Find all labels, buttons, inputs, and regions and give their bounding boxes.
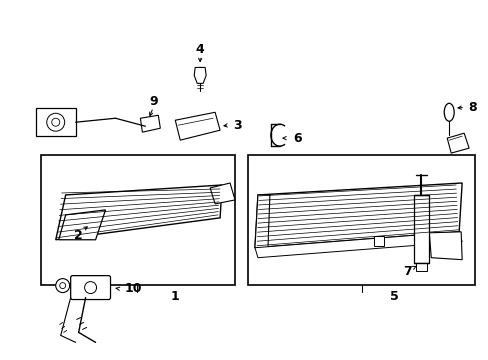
Text: 5: 5 xyxy=(389,290,398,303)
Bar xyxy=(415,263,427,271)
Polygon shape xyxy=(194,67,206,84)
Text: 3: 3 xyxy=(232,119,241,132)
Circle shape xyxy=(52,118,60,126)
Text: 7: 7 xyxy=(402,265,411,278)
Text: 6: 6 xyxy=(293,132,302,145)
FancyBboxPatch shape xyxy=(71,276,110,300)
Bar xyxy=(41,155,235,285)
Bar xyxy=(36,108,76,136)
Circle shape xyxy=(60,283,65,289)
Polygon shape xyxy=(254,195,269,250)
Ellipse shape xyxy=(443,103,453,121)
Text: 1: 1 xyxy=(170,290,179,303)
Polygon shape xyxy=(254,232,461,258)
Circle shape xyxy=(84,282,96,293)
Polygon shape xyxy=(140,115,160,132)
Polygon shape xyxy=(175,112,220,140)
Polygon shape xyxy=(56,185,222,240)
Polygon shape xyxy=(447,133,468,153)
Text: 2: 2 xyxy=(74,229,83,242)
Text: 9: 9 xyxy=(149,95,157,108)
Circle shape xyxy=(56,279,69,293)
Text: 4: 4 xyxy=(195,43,204,56)
Circle shape xyxy=(47,113,64,131)
Text: 10: 10 xyxy=(124,282,142,295)
Bar xyxy=(413,195,428,263)
Bar xyxy=(247,155,474,285)
Polygon shape xyxy=(210,183,235,204)
Polygon shape xyxy=(59,210,105,240)
Bar xyxy=(374,236,384,246)
Text: 8: 8 xyxy=(467,101,475,114)
Polygon shape xyxy=(254,183,461,248)
Polygon shape xyxy=(428,232,461,260)
